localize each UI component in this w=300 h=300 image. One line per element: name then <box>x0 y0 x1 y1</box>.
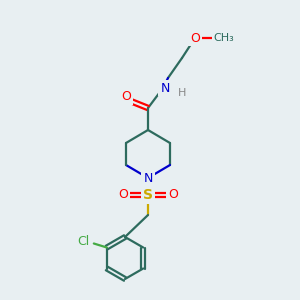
Text: S: S <box>143 188 153 202</box>
Text: Cl: Cl <box>78 235 90 248</box>
Text: N: N <box>143 172 153 184</box>
Text: H: H <box>178 88 186 98</box>
Text: O: O <box>190 32 200 44</box>
Text: O: O <box>118 188 128 202</box>
Text: O: O <box>121 91 131 103</box>
Text: CH₃: CH₃ <box>214 33 234 43</box>
Text: O: O <box>168 188 178 202</box>
Text: N: N <box>160 82 170 94</box>
